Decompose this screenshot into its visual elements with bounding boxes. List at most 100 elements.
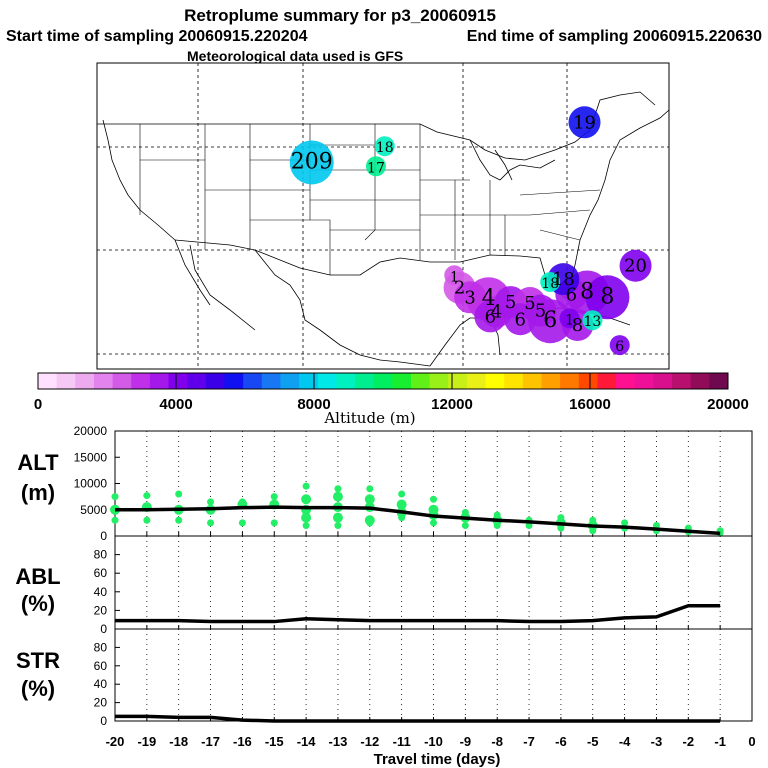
y-tick-label: 20 bbox=[94, 696, 108, 710]
y-tick-label: 20000 bbox=[74, 424, 108, 438]
colorbar-swatch-27 bbox=[541, 373, 561, 389]
x-axis: -20 -19 -18 -17 -16 -15 -14 -13 -12 -11 -10 -9 -8 -7-… bbox=[106, 734, 756, 749]
colorbar-swatch-31 bbox=[616, 373, 636, 389]
series-line-median bbox=[115, 714, 721, 723]
x-tick-label: 0 bbox=[748, 734, 755, 749]
map-plume-1 bbox=[374, 136, 395, 157]
x-tick-label: -19 bbox=[137, 734, 156, 749]
y-tick-label: 40 bbox=[94, 585, 108, 599]
time-series-panels: 05000100001500020000ALT(m)020406080ABL(%… bbox=[15, 424, 755, 749]
scatter-point bbox=[270, 493, 278, 501]
y-tick-label: 60 bbox=[94, 659, 108, 673]
scatter-point bbox=[111, 493, 119, 501]
x-tick-label: -12 bbox=[360, 734, 379, 749]
map-plume-label-20: 1 bbox=[565, 312, 574, 328]
y-tick-label: 0 bbox=[100, 714, 107, 728]
colorbar-swatch-9 bbox=[205, 373, 225, 389]
colorbar-swatch-20 bbox=[410, 373, 431, 389]
scatter-point bbox=[334, 522, 342, 529]
x-tick-label: -13 bbox=[329, 734, 348, 749]
colorbar-swatch-4 bbox=[112, 373, 132, 389]
map-plume-15 bbox=[528, 299, 573, 344]
colorbar-swatch-22 bbox=[448, 373, 468, 389]
x-tick-label: -18 bbox=[169, 734, 188, 749]
y-tick-label: 0 bbox=[100, 622, 107, 636]
colorbar-swatch-21 bbox=[429, 373, 449, 389]
map-plume-label-12: 5 bbox=[524, 293, 535, 314]
colorbar-swatch-6 bbox=[149, 373, 170, 389]
map-plume-label-22: 18 bbox=[541, 276, 559, 292]
x-tick-label: -8 bbox=[491, 734, 503, 749]
colorbar-swatch-8 bbox=[187, 373, 207, 389]
map-plume-14 bbox=[504, 303, 537, 336]
colorbar-swatch-34 bbox=[672, 373, 692, 389]
scatter-point bbox=[334, 485, 342, 493]
scatter-point bbox=[366, 519, 374, 527]
colorbar-swatch-5 bbox=[131, 373, 151, 389]
colorbar-swatch-24 bbox=[485, 373, 505, 389]
y-tick-label: 15000 bbox=[74, 450, 108, 464]
colorbar-swatch-3 bbox=[93, 373, 114, 389]
map-plume-label-4: 20 bbox=[624, 256, 647, 277]
scatter-point bbox=[301, 512, 312, 523]
map-plume-2 bbox=[365, 156, 386, 177]
colorbar-tick-label-3: 12000 bbox=[431, 396, 473, 413]
x-tick-label: -4 bbox=[619, 734, 631, 749]
scatter-point bbox=[301, 494, 312, 505]
scatter-point bbox=[175, 490, 183, 498]
x-tick-label: -5 bbox=[587, 734, 599, 749]
x-tick-label: -15 bbox=[265, 734, 284, 749]
met-data-label: Meteorological data used is GFS bbox=[187, 48, 403, 64]
map-plume-label-16: 6 bbox=[566, 284, 577, 305]
map-plume-label-10: 5 bbox=[505, 292, 516, 313]
scatter-point bbox=[207, 519, 215, 527]
scatter-point bbox=[557, 524, 565, 532]
colorbar-tick-label-4: 16000 bbox=[569, 396, 611, 413]
colorbar-title: Altitude (m) bbox=[323, 409, 415, 427]
scatter-point bbox=[175, 516, 183, 524]
start-time-label: Start time of sampling 20060915.220204 bbox=[6, 28, 308, 45]
map-plume-label-24: 6 bbox=[615, 339, 624, 355]
scatter-point bbox=[302, 482, 310, 490]
map-plume-label-3: 19 bbox=[573, 112, 596, 133]
colorbar-swatch-33 bbox=[653, 373, 673, 389]
y-tick-label: 80 bbox=[94, 640, 108, 654]
scatter-point bbox=[302, 522, 310, 529]
map-plume-3 bbox=[568, 106, 601, 139]
colorbar-swatch-32 bbox=[634, 373, 654, 389]
end-time-label: End time of sampling 20060915.220630 bbox=[467, 28, 762, 45]
colorbar-swatch-18 bbox=[373, 373, 393, 389]
colorbar-tick-label-2: 8000 bbox=[297, 396, 330, 413]
series-line-median bbox=[115, 604, 721, 624]
scatter-point bbox=[270, 519, 278, 527]
map-plume-label-19: 8 bbox=[572, 315, 583, 336]
map-plume-11 bbox=[474, 300, 507, 333]
colorbar-swatch-26 bbox=[522, 373, 543, 389]
panel-alt: 0 5000 10000 15000 20000 ALT (m) bbox=[17, 424, 753, 543]
map-plume-label-14: 6 bbox=[515, 309, 526, 330]
panel-frame bbox=[114, 535, 753, 630]
x-tick-label: -2 bbox=[683, 734, 695, 749]
scatter-point bbox=[621, 519, 629, 527]
x-tick-label: -1 bbox=[714, 734, 726, 749]
map-plume-label-8: 4 bbox=[482, 286, 496, 311]
y-tick-label: 20 bbox=[94, 603, 108, 617]
x-tick-label: -3 bbox=[651, 734, 663, 749]
scatter-point bbox=[430, 519, 437, 527]
scatter-point bbox=[332, 491, 343, 502]
panel-label-alt: ALT bbox=[17, 450, 59, 475]
scatter-point bbox=[652, 522, 660, 529]
map-plumes bbox=[289, 106, 652, 356]
colorbar-swatch-35 bbox=[690, 373, 710, 389]
x-tick-label: -7 bbox=[523, 734, 535, 749]
panel-label-abl: ABL bbox=[15, 564, 60, 589]
map-plume-23 bbox=[582, 310, 603, 331]
scatter-point bbox=[332, 512, 343, 523]
colorbar-swatch-17 bbox=[355, 373, 375, 389]
colorbar-swatch-36 bbox=[709, 373, 729, 389]
scatter-point bbox=[493, 522, 501, 529]
colorbar-swatch-29 bbox=[578, 373, 598, 389]
colorbar-swatch-23 bbox=[466, 373, 487, 389]
